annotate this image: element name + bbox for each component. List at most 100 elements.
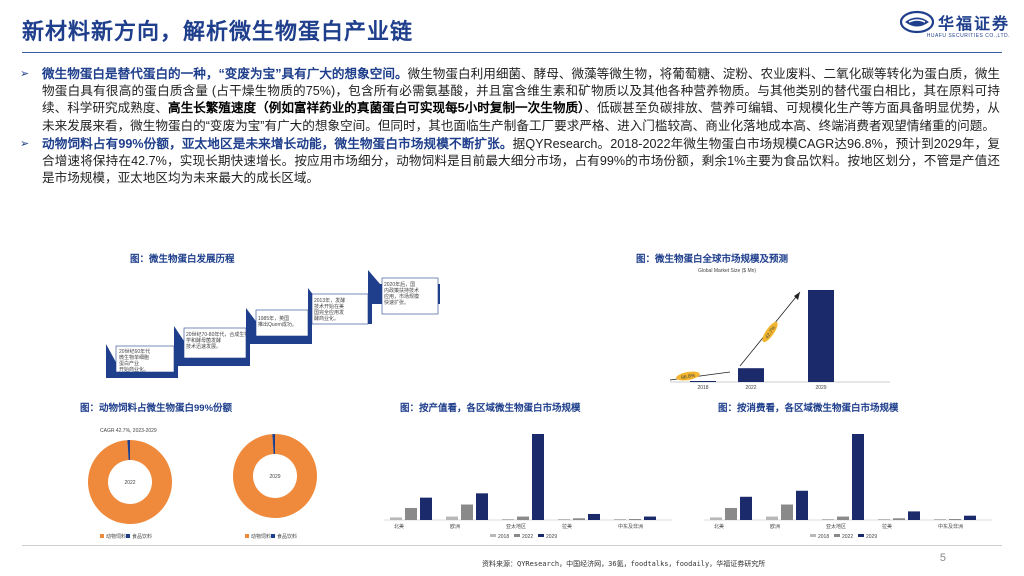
legend-swatch <box>858 534 864 537</box>
tick-label: 欧洲 <box>450 523 460 530</box>
bullet-2: ➢ 动物饲料占有99%份额，亚太地区是未来增长动能，微生物蛋白市场规模不断扩张。… <box>20 136 1000 188</box>
bullet-arrow-icon: ➢ <box>20 68 30 80</box>
legend-swatch <box>538 534 544 537</box>
bullet-2-body: 据QYResearch。2018-2022年微生物蛋白市场规模CAGR达96.8… <box>42 136 1000 186</box>
bar-2022 <box>517 516 529 520</box>
bar-2029 <box>476 493 488 520</box>
history-step-4-text: 2013年，发酵技术开始在美国完全应用发酵商业化。 <box>314 297 345 322</box>
logo-english: HUAFU SECURITIES CO.,LTD. <box>926 33 1010 39</box>
tick-label: 亚太地区 <box>826 523 846 530</box>
cagr-label: 96.8% <box>681 373 697 381</box>
donut-slice <box>127 440 130 461</box>
bar-2018 <box>878 519 890 520</box>
bar-2022 <box>837 516 849 520</box>
consume-region-chart: 北美 欧洲 亚太地区 拉美 中东及非洲 2018 2022 2029 <box>704 434 992 540</box>
tick-label: 北美 <box>394 523 404 530</box>
bar-2029 <box>796 490 808 520</box>
bar-2018 <box>558 519 570 520</box>
history-step-2-text: 20世纪70-80年代，合成生物学和酵母菌发酵技术迅速发展。 <box>186 331 249 350</box>
bar-2018 <box>766 516 778 520</box>
history-step-1-text: 20世纪60年代微生物单细胞蛋白产业开始商业化。 <box>119 348 150 373</box>
bar-2018 <box>822 519 834 520</box>
bar-2018 <box>390 517 402 520</box>
donut-slice <box>272 434 275 455</box>
legend-label: 动物饲料 <box>106 533 126 540</box>
cagr-badge: 42.7% <box>762 321 778 343</box>
bar-2022 <box>725 507 737 520</box>
bar-2029 <box>740 496 752 520</box>
tick-label: 拉美 <box>562 523 572 530</box>
legend-swatch <box>810 534 816 537</box>
legend-label: 2018 <box>818 534 829 540</box>
bar-2029 <box>644 516 656 520</box>
page-title: 新材料新方向，解析微生物蛋白产业链 <box>22 19 414 44</box>
bar-2029 <box>420 497 432 520</box>
bar-2022 <box>405 507 417 520</box>
logo: 华福证券 <box>899 10 1010 34</box>
legend-swatch <box>271 534 275 538</box>
history-step-5: 2020年后，国内政策扶持技术应用，市场规模快速扩张。 <box>368 270 440 315</box>
bullet-arrow-icon: ➢ <box>20 137 30 150</box>
legend-swatch <box>126 534 130 538</box>
caption-history: 图：微生物蛋白发展历程 <box>130 254 235 265</box>
caption-feed: 图：动物饲料占微生物蛋白99%份额 <box>80 403 233 414</box>
bullet-1: ➢ 微生物蛋白是替代蛋白的一种，“变废为宝”具有广大的想象空间。微生物蛋白利用细… <box>20 66 1001 135</box>
source-note: 资料来源：QYResearch，中国经济网，36氪，foodtalks，food… <box>482 560 766 568</box>
bullet-1-body-end: 、低碳甚至负碳排放、营养可编辑、可规模化生产等方面具备明显优势，从未来发展来看，… <box>42 101 1001 133</box>
bar-2018 <box>446 516 458 520</box>
history-timeline: 20世纪60年代微生物单细胞蛋白产业开始商业化。 20世纪70-80年代，合成生… <box>106 270 440 378</box>
history-step-4: 2013年，发酵技术开始在美国完全应用发酵商业化。 <box>308 288 372 325</box>
bar-2022 <box>893 518 905 520</box>
history-step-2: 20世纪70-80年代，合成生物学和酵母菌发酵技术迅速发展。 <box>174 326 250 366</box>
chart-title: Global Market Size ($ Mn) <box>698 268 756 274</box>
logo-text: 华福证券 <box>937 16 1010 33</box>
bar-2022 <box>461 504 473 520</box>
header-divider <box>22 52 1002 53</box>
bullet-2-lead: 动物饲料占有99%份额，亚太地区是未来增长动能，微生物蛋白市场规模不断扩张。 <box>42 136 513 151</box>
bar-2022 <box>949 519 961 520</box>
bar-2022 <box>781 504 793 520</box>
chart-title: CAGR 42.7%, 2023-2029 <box>100 428 157 434</box>
footer-divider <box>22 545 1002 546</box>
bullet-1-body: 微生物蛋白利用细菌、酵母、微藻等微生物，将葡萄糖、淀粉、农业废料、二氧化碳等转化… <box>42 67 1001 116</box>
legend-swatch <box>245 534 249 538</box>
legend-label: 食品饮料 <box>132 533 152 540</box>
caption-value: 图：按产值看，各区域微生物蛋白市场规模 <box>400 403 581 414</box>
legend-label: 动物饲料 <box>251 533 271 540</box>
arrow-head-icon <box>794 292 800 300</box>
cagr-badge: 96.8% <box>676 371 700 381</box>
bar-2029 <box>588 513 600 520</box>
caption-global: 图：微生物蛋白全球市场规模及预测 <box>636 254 789 265</box>
bullet-1-lead: 微生物蛋白是替代蛋白的一种，“变废为宝”具有广大的想象空间。 <box>42 67 408 81</box>
bar-2018 <box>502 519 514 520</box>
bar-2029 <box>908 511 920 520</box>
legend-label: 2022 <box>522 534 533 540</box>
legend-label: 2018 <box>498 534 509 540</box>
bar-2018 <box>934 519 946 520</box>
legend-swatch <box>514 534 520 537</box>
tick-label: 亚太地区 <box>506 523 526 530</box>
tick-label: 拉美 <box>882 523 892 530</box>
legend-label: 2029 <box>866 534 877 540</box>
caption-consume: 图：按消费看，各区域微生物蛋白市场规模 <box>718 403 899 414</box>
bar-2022 <box>629 519 641 520</box>
bar-2018 <box>710 517 722 520</box>
bullet-1-bold: 高生长繁殖速度（例如富祥药业的真菌蛋白可实现每5小时复制一次生物质） <box>167 101 585 116</box>
bar-2029 <box>852 434 864 520</box>
donut-center-label: 2029 <box>269 474 280 480</box>
history-step-1: 20世纪60年代微生物单细胞蛋白产业开始商业化。 <box>106 344 178 378</box>
legend-swatch <box>834 534 840 537</box>
page-number: 5 <box>939 552 946 564</box>
bar-2029 <box>964 515 976 520</box>
tick-label: 中东及非洲 <box>938 523 963 530</box>
tick-label: 2022 <box>745 385 756 391</box>
tick-label: 欧洲 <box>770 523 780 530</box>
donut-slice <box>88 440 173 524</box>
bar-2029 <box>532 434 544 520</box>
legend-label: 2022 <box>842 534 853 540</box>
legend-swatch <box>490 534 496 537</box>
global-market-chart: Global Market Size ($ Mn) 2018 2022 2029 96.… <box>669 268 890 391</box>
donut-slice <box>232 434 317 518</box>
legend-label: 食品饮料 <box>277 533 297 540</box>
